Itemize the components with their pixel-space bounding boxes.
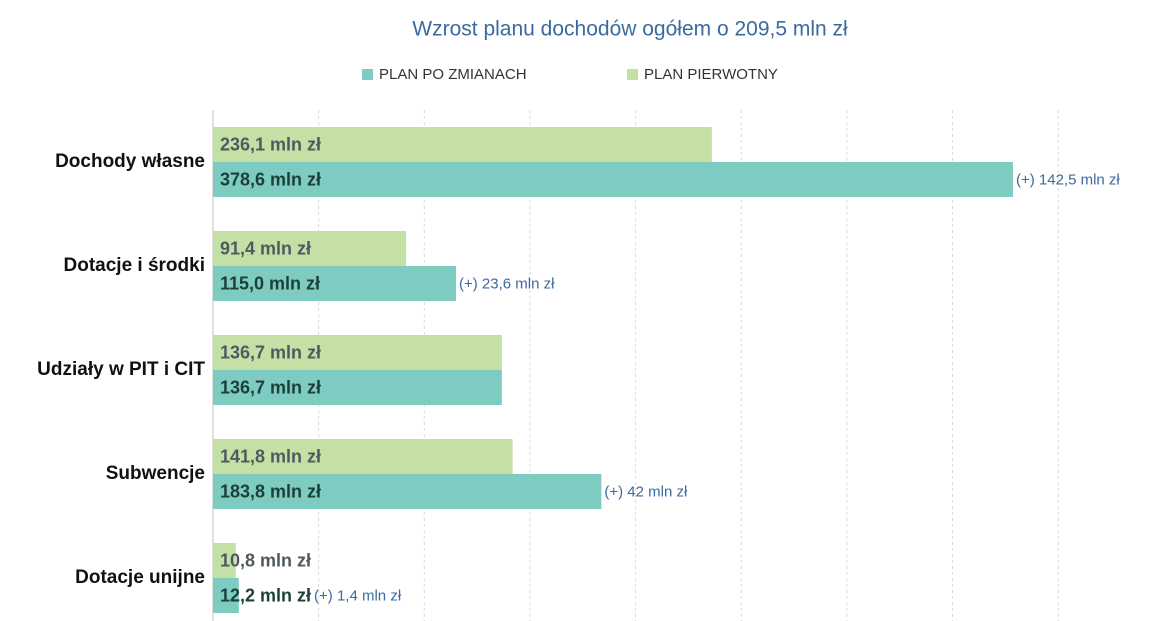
legend-label: PLAN PO ZMIANACH xyxy=(379,66,527,83)
bar xyxy=(213,266,456,301)
category-label: Udziały w PIT i CIT xyxy=(37,359,205,380)
difference-label: (+) 23,6 mln zł xyxy=(459,275,555,292)
value-label: 12,2 mln zł xyxy=(220,585,311,605)
legend-swatch xyxy=(362,69,373,80)
category-label: Dotacje unijne xyxy=(75,567,205,588)
bar xyxy=(213,439,513,474)
bar xyxy=(213,162,1013,197)
value-label: 378,6 mln zł xyxy=(220,169,321,189)
value-label: 236,1 mln zł xyxy=(220,134,321,154)
value-label: 141,8 mln zł xyxy=(220,446,321,466)
difference-label: (+) 42 mln zł xyxy=(604,483,688,500)
bar xyxy=(213,543,236,578)
bar xyxy=(213,578,239,613)
difference-label: (+) 1,4 mln zł xyxy=(314,587,402,604)
value-label: 136,7 mln zł xyxy=(220,377,321,397)
value-label: 136,7 mln zł xyxy=(220,342,321,362)
value-label: 115,0 mln zł xyxy=(220,273,320,293)
chart-title: Wzrost planu dochodów ogółem o 209,5 mln… xyxy=(412,18,848,41)
bar xyxy=(213,370,502,405)
bar xyxy=(213,127,712,162)
difference-label: (+) 142,5 mln zł xyxy=(1016,171,1120,188)
legend-swatch xyxy=(627,69,638,80)
value-label: 183,8 mln zł xyxy=(220,481,321,501)
legend-label: PLAN PIERWOTNY xyxy=(644,66,778,83)
category-label: Dotacje i środki xyxy=(64,255,206,276)
category-label: Subwencje xyxy=(106,463,205,484)
bar xyxy=(213,474,602,509)
value-label: 91,4 mln zł xyxy=(220,238,311,258)
bar xyxy=(213,231,407,266)
category-label: Dochody własne xyxy=(55,151,205,172)
bar xyxy=(213,335,502,370)
value-label: 10,8 mln zł xyxy=(220,550,311,570)
